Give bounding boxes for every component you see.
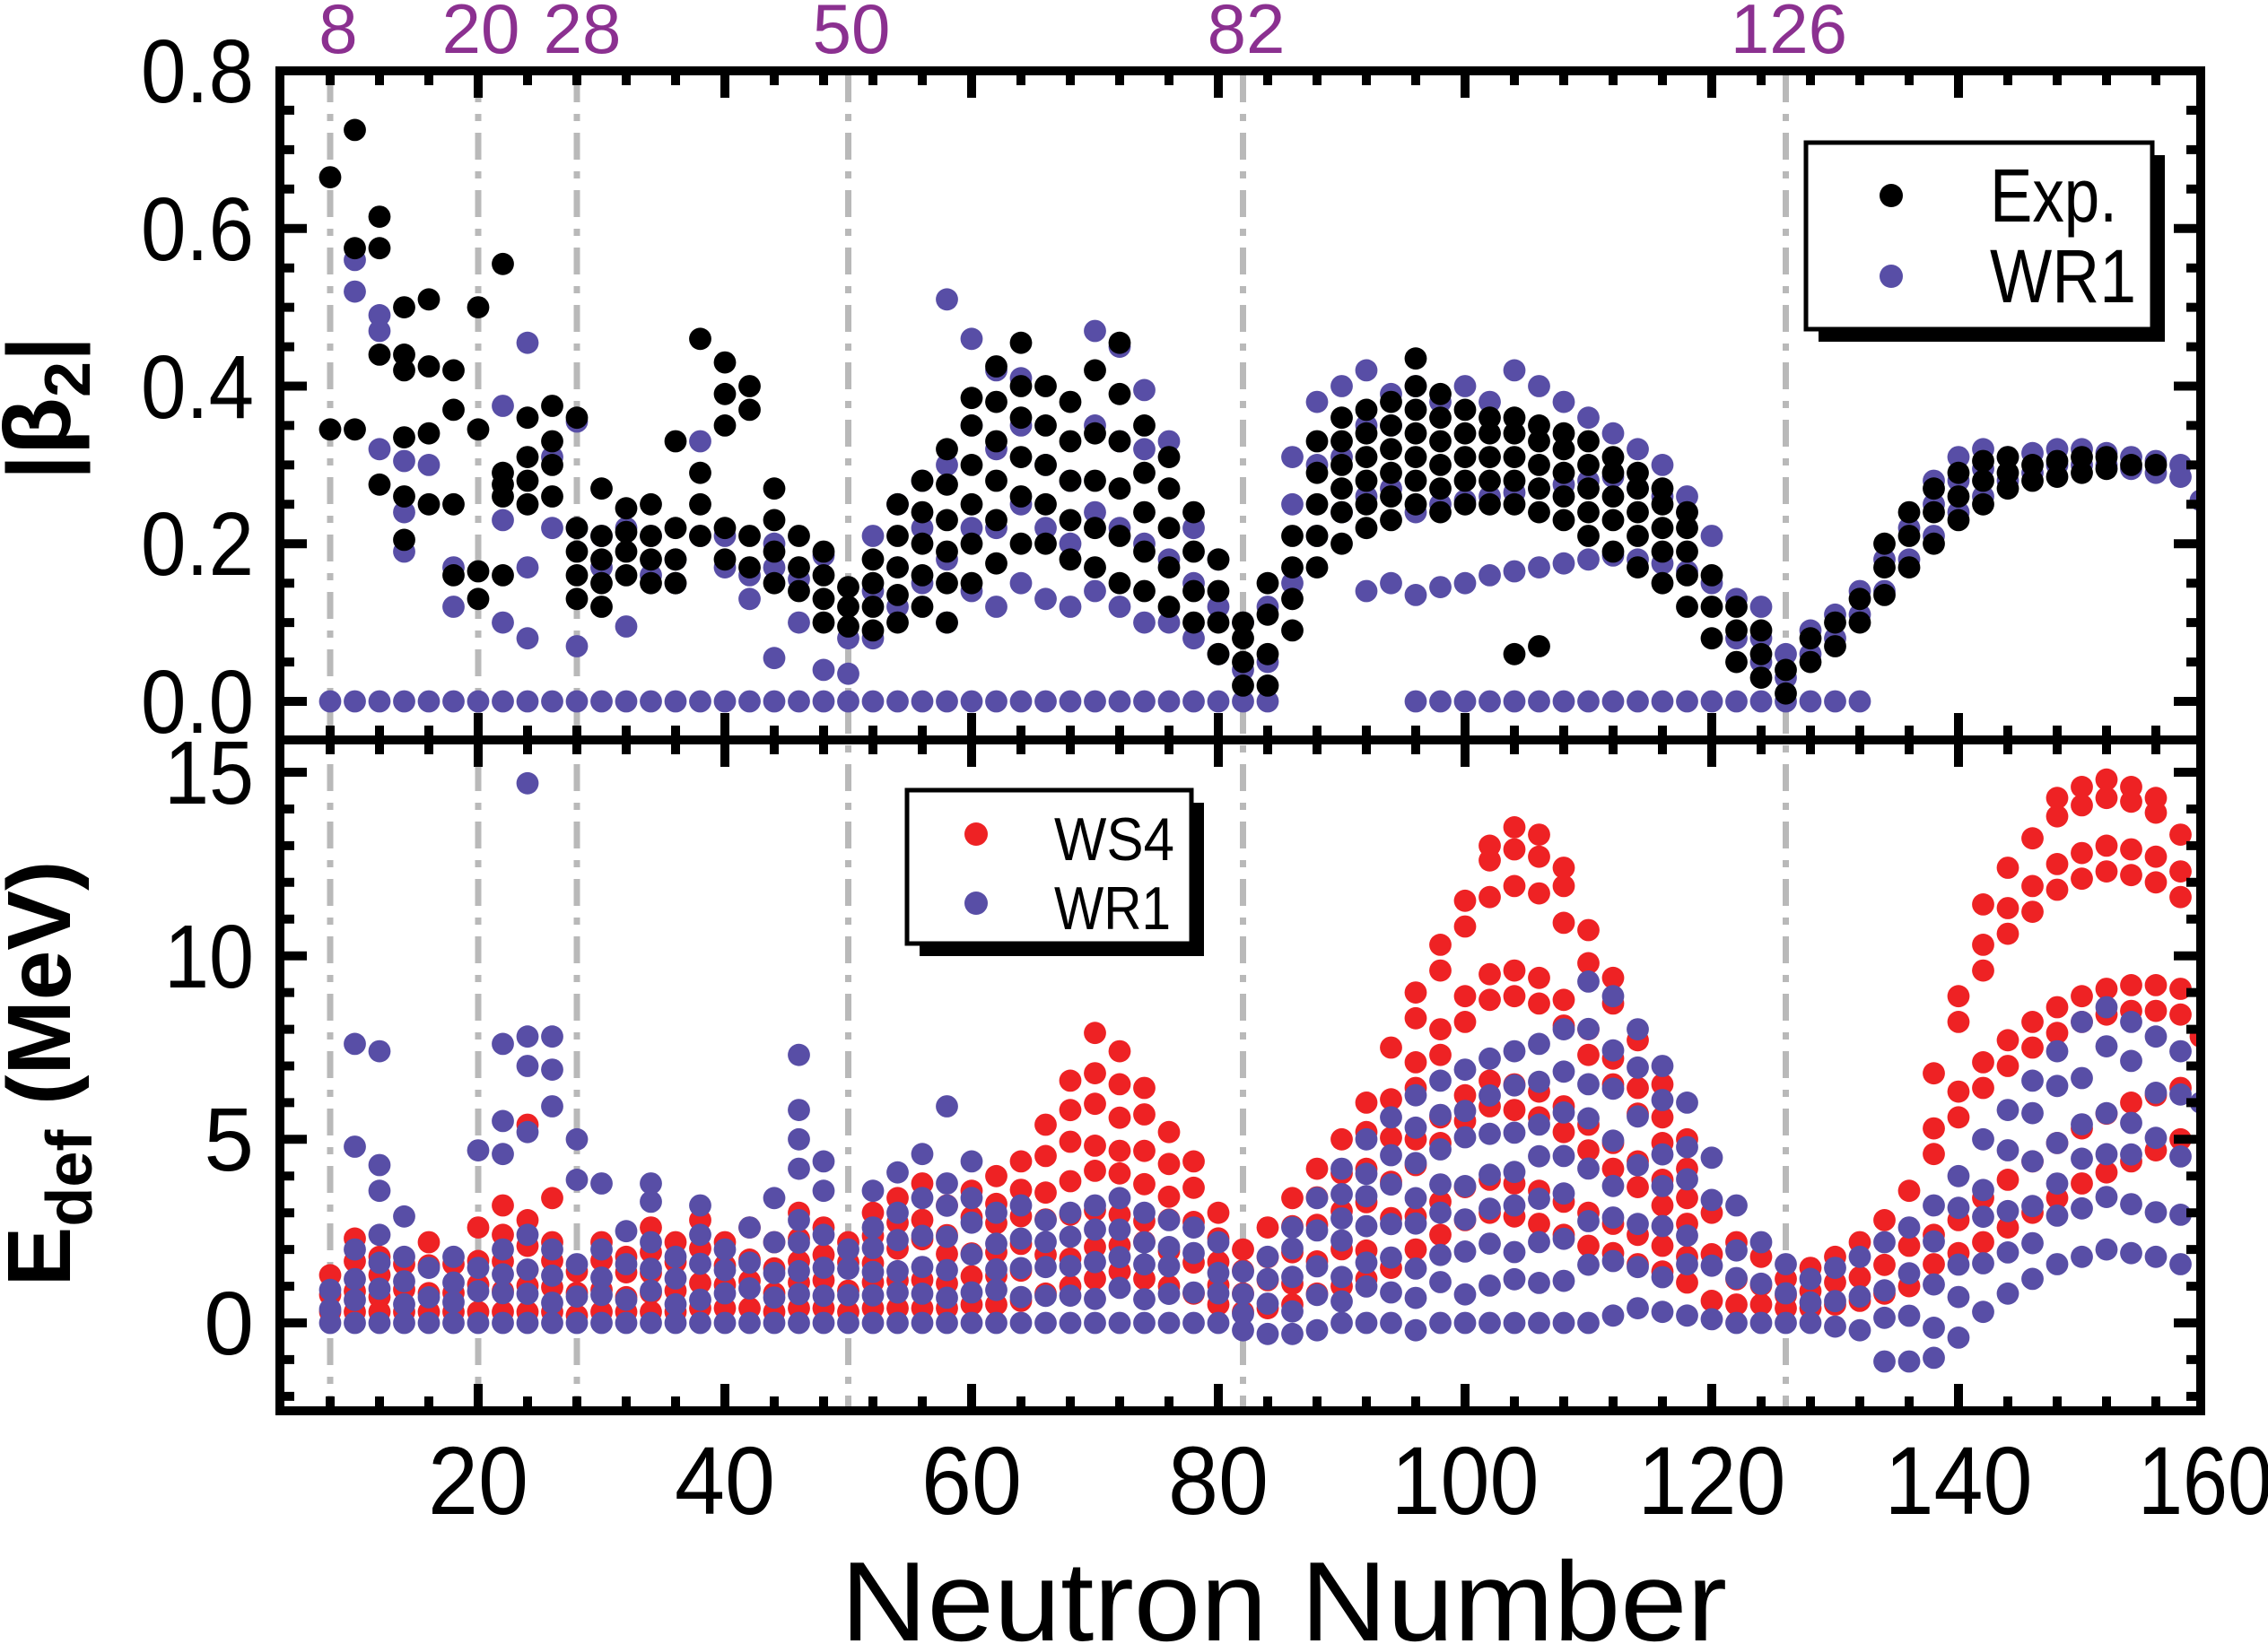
svg-text:WS4: WS4 (1054, 805, 1174, 874)
svg-text:0: 0 (204, 1274, 254, 1374)
svg-text:40: 40 (675, 1426, 775, 1535)
svg-text:5: 5 (204, 1090, 254, 1190)
svg-text:20: 20 (442, 0, 520, 68)
svg-text:80: 80 (1168, 1426, 1269, 1535)
svg-text:20: 20 (428, 1426, 528, 1535)
svg-text:Neutron Number: Neutron Number (841, 1538, 1727, 1644)
svg-text:15: 15 (164, 723, 254, 823)
svg-text:0.4: 0.4 (141, 337, 254, 438)
svg-text:126: 126 (1731, 0, 1847, 68)
svg-text:60: 60 (921, 1426, 1022, 1535)
svg-text:0.0: 0.0 (141, 652, 254, 752)
svg-text:WR1: WR1 (1054, 874, 1171, 943)
svg-text:160: 160 (2138, 1426, 2268, 1535)
svg-text:50: 50 (813, 0, 891, 68)
svg-text:82: 82 (1208, 0, 1286, 68)
svg-text:140: 140 (1885, 1426, 2033, 1535)
svg-text:0.2: 0.2 (141, 494, 254, 595)
svg-text:120: 120 (1638, 1426, 1786, 1535)
svg-text:WR1: WR1 (1990, 234, 2136, 318)
svg-text:Exp.: Exp. (1990, 153, 2117, 238)
svg-text:0.6: 0.6 (141, 179, 254, 280)
svg-text:0.8: 0.8 (141, 22, 254, 122)
svg-text:100: 100 (1391, 1426, 1540, 1535)
svg-text:8: 8 (318, 0, 357, 68)
svg-text:|β2|: |β2| (0, 336, 104, 480)
svg-text:28: 28 (544, 0, 622, 68)
svg-text:10: 10 (164, 907, 254, 1007)
